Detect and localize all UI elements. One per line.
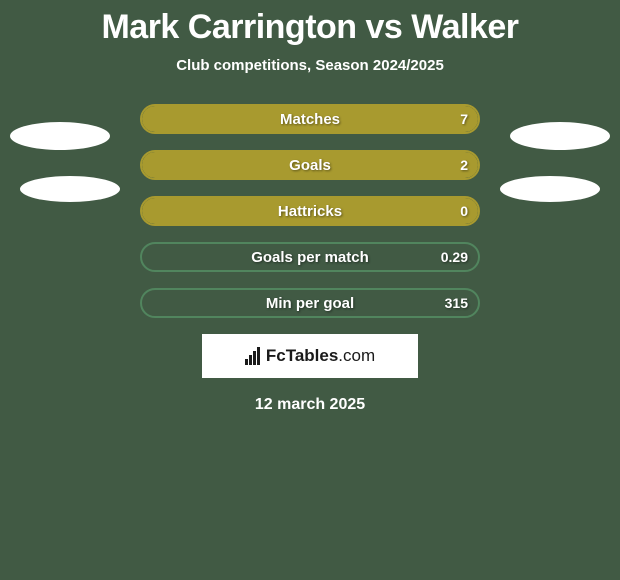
stat-value: 0.29 bbox=[441, 249, 468, 265]
player-left-avatar-placeholder bbox=[10, 122, 110, 150]
stat-row: Matches7 bbox=[140, 104, 480, 134]
player-right-avatar-placeholder bbox=[510, 122, 610, 150]
stat-row: Hattricks0 bbox=[140, 196, 480, 226]
stat-row: Min per goal315 bbox=[140, 288, 480, 318]
page-subtitle: Club competitions, Season 2024/2025 bbox=[0, 57, 620, 74]
stat-row: Goals2 bbox=[140, 150, 480, 180]
stat-label: Goals per match bbox=[142, 249, 478, 266]
player-right-shadow bbox=[500, 176, 600, 202]
stat-label: Min per goal bbox=[142, 295, 478, 312]
stat-label: Hattricks bbox=[142, 203, 478, 220]
stat-label: Goals bbox=[142, 157, 478, 174]
brand-badge[interactable]: FcTables.com bbox=[202, 334, 418, 378]
brand-domain: .com bbox=[338, 346, 375, 365]
player-left-shadow bbox=[20, 176, 120, 202]
stats-container: Matches7Goals2Hattricks0Goals per match0… bbox=[140, 104, 480, 318]
stat-label: Matches bbox=[142, 111, 478, 128]
snapshot-date: 12 march 2025 bbox=[0, 396, 620, 414]
brand-name: FcTables bbox=[266, 346, 338, 365]
page-title: Mark Carrington vs Walker bbox=[0, 0, 620, 47]
stat-value: 0 bbox=[460, 203, 468, 219]
stat-value: 2 bbox=[460, 157, 468, 173]
stat-value: 7 bbox=[460, 111, 468, 127]
stat-row: Goals per match0.29 bbox=[140, 242, 480, 272]
stat-value: 315 bbox=[445, 295, 468, 311]
brand-text: FcTables.com bbox=[266, 346, 375, 366]
brand-chart-icon bbox=[245, 347, 260, 365]
